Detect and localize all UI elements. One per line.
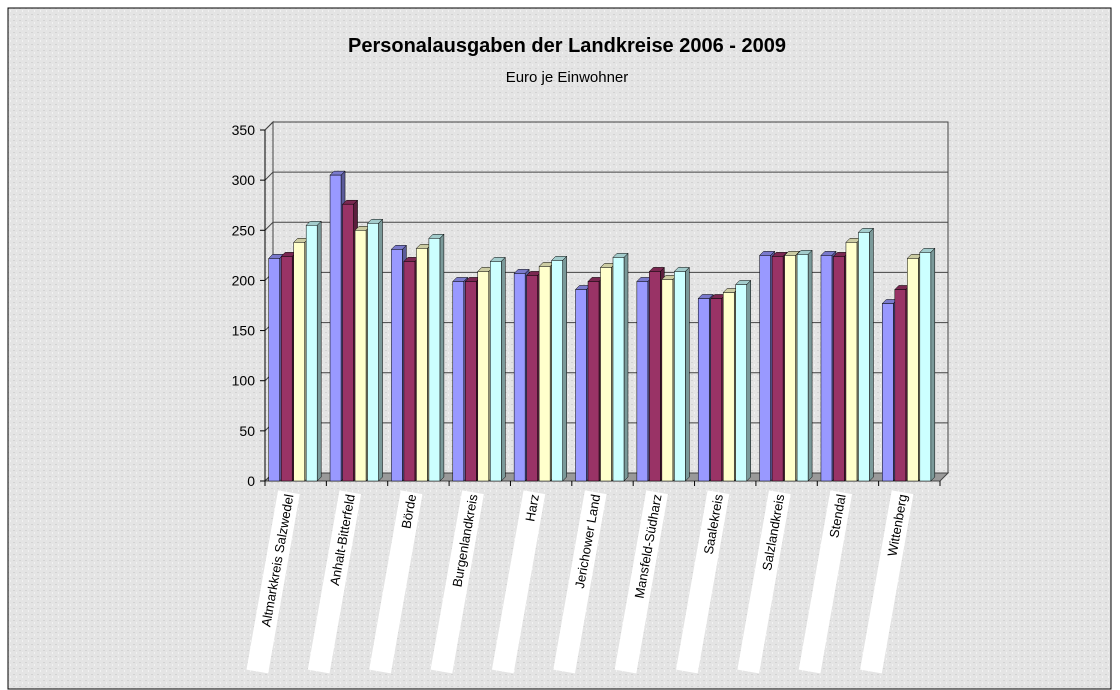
bar	[661, 279, 674, 482]
bar	[452, 281, 465, 482]
x-label-group: Stendal	[798, 490, 853, 674]
x-label-box	[798, 490, 853, 674]
bar	[551, 260, 563, 482]
y-tick-label: 150	[232, 323, 256, 339]
chart-subtitle: Euro je Einwohner	[506, 69, 629, 86]
bar	[649, 271, 661, 482]
bar	[477, 271, 490, 482]
bar	[784, 255, 796, 482]
grid-line	[264, 121, 274, 131]
x-label-group: Harz	[491, 490, 546, 674]
bar-side	[562, 255, 567, 482]
bar	[919, 252, 932, 482]
bar	[391, 249, 403, 482]
x-label-box	[860, 490, 914, 674]
bar	[697, 298, 710, 482]
y-tick-label: 0	[247, 473, 255, 489]
grid-line	[264, 171, 274, 181]
x-tick-label: Harz	[522, 493, 542, 523]
bar-side	[869, 227, 874, 482]
bar	[465, 281, 477, 482]
x-label-box	[430, 490, 484, 674]
x-label-box	[737, 490, 791, 674]
bar-side	[316, 220, 322, 482]
bar	[268, 258, 280, 482]
bar	[735, 284, 747, 482]
bar	[342, 203, 354, 482]
bar-side	[378, 218, 383, 482]
y-tick-label: 300	[232, 172, 256, 188]
bar	[907, 258, 919, 482]
bar	[305, 225, 318, 482]
x-label-box	[246, 490, 300, 674]
bar	[759, 255, 771, 482]
bar	[710, 298, 722, 482]
bar	[636, 281, 649, 482]
bar	[820, 255, 833, 482]
bar	[280, 256, 293, 482]
bar	[600, 267, 612, 482]
bar	[575, 289, 587, 482]
bar	[490, 261, 502, 482]
bar-side	[930, 247, 936, 482]
bar	[513, 273, 526, 482]
y-tick-label: 100	[232, 373, 256, 389]
bar	[367, 223, 379, 482]
y-tick-label: 250	[232, 222, 256, 238]
bar	[354, 230, 367, 482]
bar	[771, 256, 784, 482]
bar	[858, 232, 870, 482]
bar	[416, 248, 428, 482]
bar	[796, 254, 809, 482]
bar	[894, 289, 907, 482]
bar	[428, 238, 441, 482]
x-label-box	[676, 490, 730, 674]
bar-side	[623, 252, 629, 482]
bar	[526, 275, 538, 482]
y-tick-label: 350	[232, 122, 256, 138]
bar	[587, 281, 600, 482]
bar	[293, 242, 305, 482]
x-tick-label: Börde	[398, 493, 419, 530]
bar-side	[501, 256, 506, 482]
bar	[612, 257, 625, 482]
y-tick-label: 50	[239, 423, 255, 439]
bar-side	[746, 279, 751, 482]
bar	[329, 174, 342, 482]
bar	[845, 242, 858, 482]
chart-title: Personalausgaben der Landkreise 2006 - 2…	[348, 35, 786, 57]
bar	[833, 256, 845, 482]
grid-line	[264, 221, 274, 231]
bar	[882, 303, 894, 482]
bar-side	[439, 233, 445, 482]
bar	[538, 266, 551, 482]
y-tick-label: 200	[232, 272, 256, 288]
bar	[674, 271, 686, 482]
bar-side	[685, 266, 690, 482]
bar	[403, 261, 416, 482]
x-label-box	[307, 490, 362, 674]
x-label-group: Börde	[369, 490, 423, 674]
x-label-box	[491, 490, 546, 674]
bar-side	[807, 249, 813, 482]
x-label-box	[614, 490, 668, 674]
x-label-box	[369, 490, 423, 674]
bar	[722, 292, 735, 482]
x-label-box	[553, 490, 607, 674]
